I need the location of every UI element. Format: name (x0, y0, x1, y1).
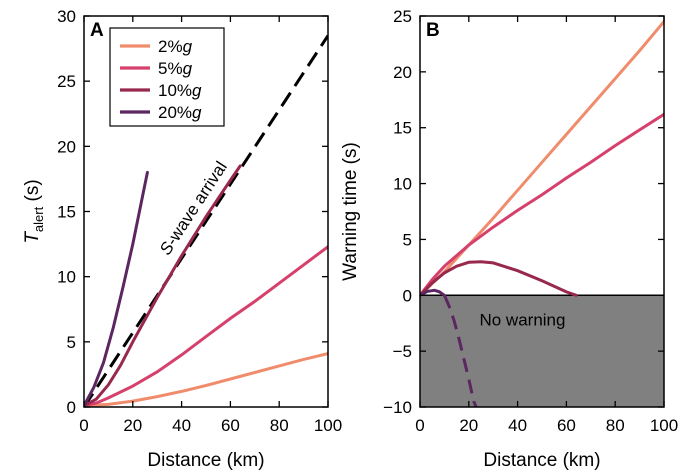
series-line-4 (420, 288, 446, 297)
legend-entry: 5%g (158, 59, 193, 78)
series-line-3 (420, 260, 578, 297)
legend-entry: 2%g (158, 37, 193, 56)
y-tick-label: 20 (393, 63, 412, 82)
legend-box (109, 27, 225, 127)
series-line-20pctg (84, 170, 149, 407)
y-tick-label: 25 (393, 7, 412, 26)
y-tick-label: 30 (57, 7, 76, 26)
x-tick-label: 40 (172, 416, 191, 435)
x-tick-label: 80 (270, 416, 289, 435)
y-axis-label: Talert (s) (22, 179, 46, 243)
legend-entry-unit: g (192, 81, 202, 100)
legend-entry-value: 20% (158, 103, 192, 122)
y-tick-label: −10 (383, 398, 412, 417)
y-label-sub: alert (31, 206, 46, 232)
x-tick-label: 20 (459, 416, 478, 435)
x-tick-label: 60 (557, 416, 576, 435)
series-line-10pctg (84, 164, 242, 407)
no-warning-region (420, 295, 664, 407)
legend-entry: 10%g (158, 81, 202, 100)
x-tick-label: 20 (123, 416, 142, 435)
y-axis-label: Warning time (s) (340, 142, 361, 281)
y-label-main: T (22, 231, 43, 244)
panel-b: No warning 0 20 40 60 80 100 −10 −5 0 5 10 15 20 25 Dis… (340, 7, 678, 471)
panel-a: S-wave arrival 0 20 40 60 80 100 0 5 10 15 20 25 30 Di… (22, 7, 342, 471)
series-line-5pctg (84, 245, 328, 407)
y-tick-label: −5 (393, 342, 412, 361)
y-label-unit: (s) (22, 179, 43, 206)
y-tick-label: 15 (393, 119, 412, 138)
x-tick-label: 100 (650, 416, 678, 435)
legend: 2%g5%g10%g20%g (109, 27, 225, 127)
y-tick-label: 5 (403, 230, 412, 249)
legend-entry-value: 2% (158, 37, 183, 56)
plot-frame (419, 15, 665, 408)
legend-entry-unit: g (183, 59, 193, 78)
x-axis-label: Distance (km) (147, 450, 264, 471)
x-axis-label: Distance (km) (483, 450, 600, 471)
no-warning-label: No warning (479, 310, 565, 329)
reference-line-s-wave (84, 34, 328, 407)
y-tick-label: 5 (67, 333, 76, 352)
series-line-2pctg (84, 352, 328, 407)
x-tick-label: 80 (606, 416, 625, 435)
y-tick-label: 25 (57, 72, 76, 91)
panel-label: A (90, 20, 104, 41)
legend-entry-unit: g (192, 103, 202, 122)
legend-entry-value: 10% (158, 81, 192, 100)
series-line-2 (420, 112, 664, 297)
x-tick-label: 100 (314, 416, 342, 435)
y-tick-label: 15 (57, 203, 76, 222)
x-tick-label: 0 (79, 416, 88, 435)
s-wave-arrival-label: S-wave arrival (156, 158, 231, 258)
x-tick-label: 60 (221, 416, 240, 435)
legend-entry-unit: g (183, 37, 193, 56)
series-dashed-continuation (443, 294, 478, 407)
legend-entry: 20%g (158, 103, 202, 122)
y-tick-label: 10 (393, 175, 412, 194)
panel-label: B (426, 20, 440, 41)
x-tick-label: 40 (508, 416, 527, 435)
legend-entry-value: 5% (158, 59, 183, 78)
y-tick-label: 20 (57, 137, 76, 156)
y-tick-label: 10 (57, 268, 76, 287)
y-tick-label: 0 (67, 398, 76, 417)
y-tick-label: 0 (403, 286, 412, 305)
x-tick-label: 0 (415, 416, 424, 435)
